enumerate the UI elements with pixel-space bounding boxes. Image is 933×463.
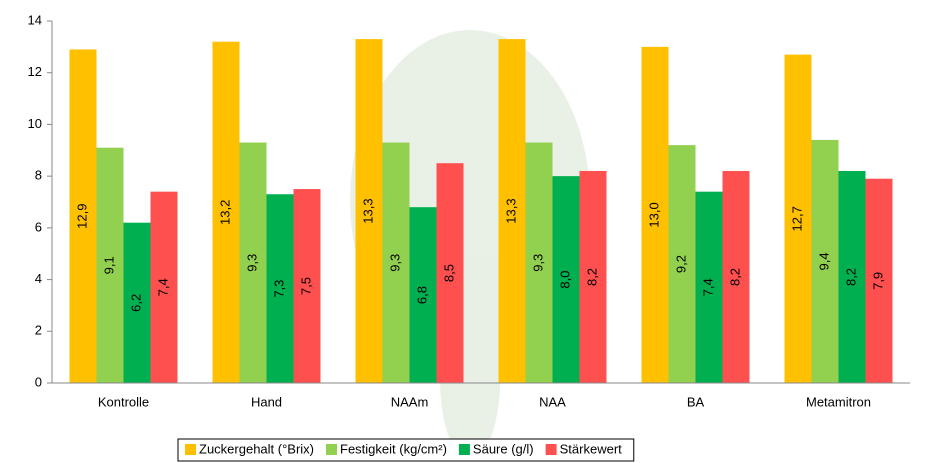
- legend-label: Säure (g/l): [473, 441, 534, 456]
- legend-box: [177, 438, 635, 462]
- legend-marker: [545, 444, 557, 455]
- x-tick-label: Kontrolle: [98, 394, 149, 409]
- bar: [695, 191, 723, 383]
- value-label: 9,4: [816, 252, 831, 270]
- value-label: 12,7: [789, 206, 804, 231]
- legend-label: Stärkewert: [560, 441, 623, 456]
- bar: [498, 39, 526, 383]
- value-label: 13,3: [360, 198, 375, 223]
- bar: [436, 163, 464, 383]
- bar: [96, 147, 124, 383]
- value-label: 9,3: [530, 254, 545, 272]
- y-tick-label: 2: [35, 323, 42, 338]
- value-label: 7,4: [700, 278, 715, 296]
- value-label: 8,2: [727, 268, 742, 286]
- x-tick-label: BA: [687, 394, 705, 409]
- value-label: 12,9: [74, 204, 89, 229]
- bar: [784, 54, 812, 383]
- value-label: 13,0: [646, 202, 661, 227]
- value-label: 7,3: [271, 280, 286, 298]
- bar: [409, 207, 437, 383]
- value-label: 8,2: [843, 268, 858, 286]
- legend-marker: [326, 444, 338, 455]
- bar: [838, 170, 866, 383]
- y-tick-label: 8: [35, 168, 42, 183]
- value-label: 9,3: [387, 254, 402, 272]
- value-label: 7,5: [298, 277, 313, 295]
- bar: [212, 41, 240, 383]
- y-tick-label: 12: [28, 64, 42, 79]
- bar: [525, 142, 553, 383]
- bar: [641, 46, 669, 383]
- value-label: 13,3: [503, 198, 518, 223]
- y-tick-label: 10: [28, 116, 42, 131]
- bar: [811, 139, 839, 383]
- x-tick-label: NAA: [539, 394, 566, 409]
- x-tick-label: Hand: [251, 394, 282, 409]
- value-label: 7,9: [870, 272, 885, 290]
- bar: [239, 142, 267, 383]
- bar: [266, 194, 294, 383]
- value-label: 6,2: [128, 294, 143, 312]
- bar: [355, 39, 383, 383]
- bar: [293, 189, 321, 383]
- y-tick-label: 4: [35, 271, 42, 286]
- value-label: 9,3: [244, 254, 259, 272]
- value-label: 6,8: [414, 286, 429, 304]
- legend-label: Festigkeit (kg/cm²): [340, 441, 447, 456]
- bar: [668, 145, 696, 383]
- y-tick-label: 14: [28, 12, 42, 27]
- value-label: 13,2: [217, 200, 232, 225]
- value-label: 9,1: [101, 256, 116, 274]
- bar: [579, 170, 607, 383]
- value-label: 8,5: [441, 264, 456, 282]
- legend-label: Zuckergehalt (°Brix): [199, 441, 314, 456]
- x-tick-label: NAAm: [391, 394, 429, 409]
- value-label: 8,0: [557, 271, 572, 289]
- bar: [722, 170, 750, 383]
- bar: [123, 222, 151, 383]
- bar: [552, 176, 580, 383]
- legend-marker: [458, 444, 470, 455]
- bar: [865, 178, 893, 383]
- value-label: 8,2: [584, 268, 599, 286]
- x-tick-label: Metamitron: [806, 394, 871, 409]
- legend-marker: [185, 444, 196, 455]
- y-tick-label: 6: [35, 219, 42, 234]
- y-tick-label: 0: [35, 374, 42, 389]
- bar: [150, 191, 178, 383]
- value-label: 9,2: [673, 255, 688, 273]
- bar: [382, 142, 410, 383]
- value-label: 7,4: [155, 278, 170, 296]
- bar: [69, 49, 97, 383]
